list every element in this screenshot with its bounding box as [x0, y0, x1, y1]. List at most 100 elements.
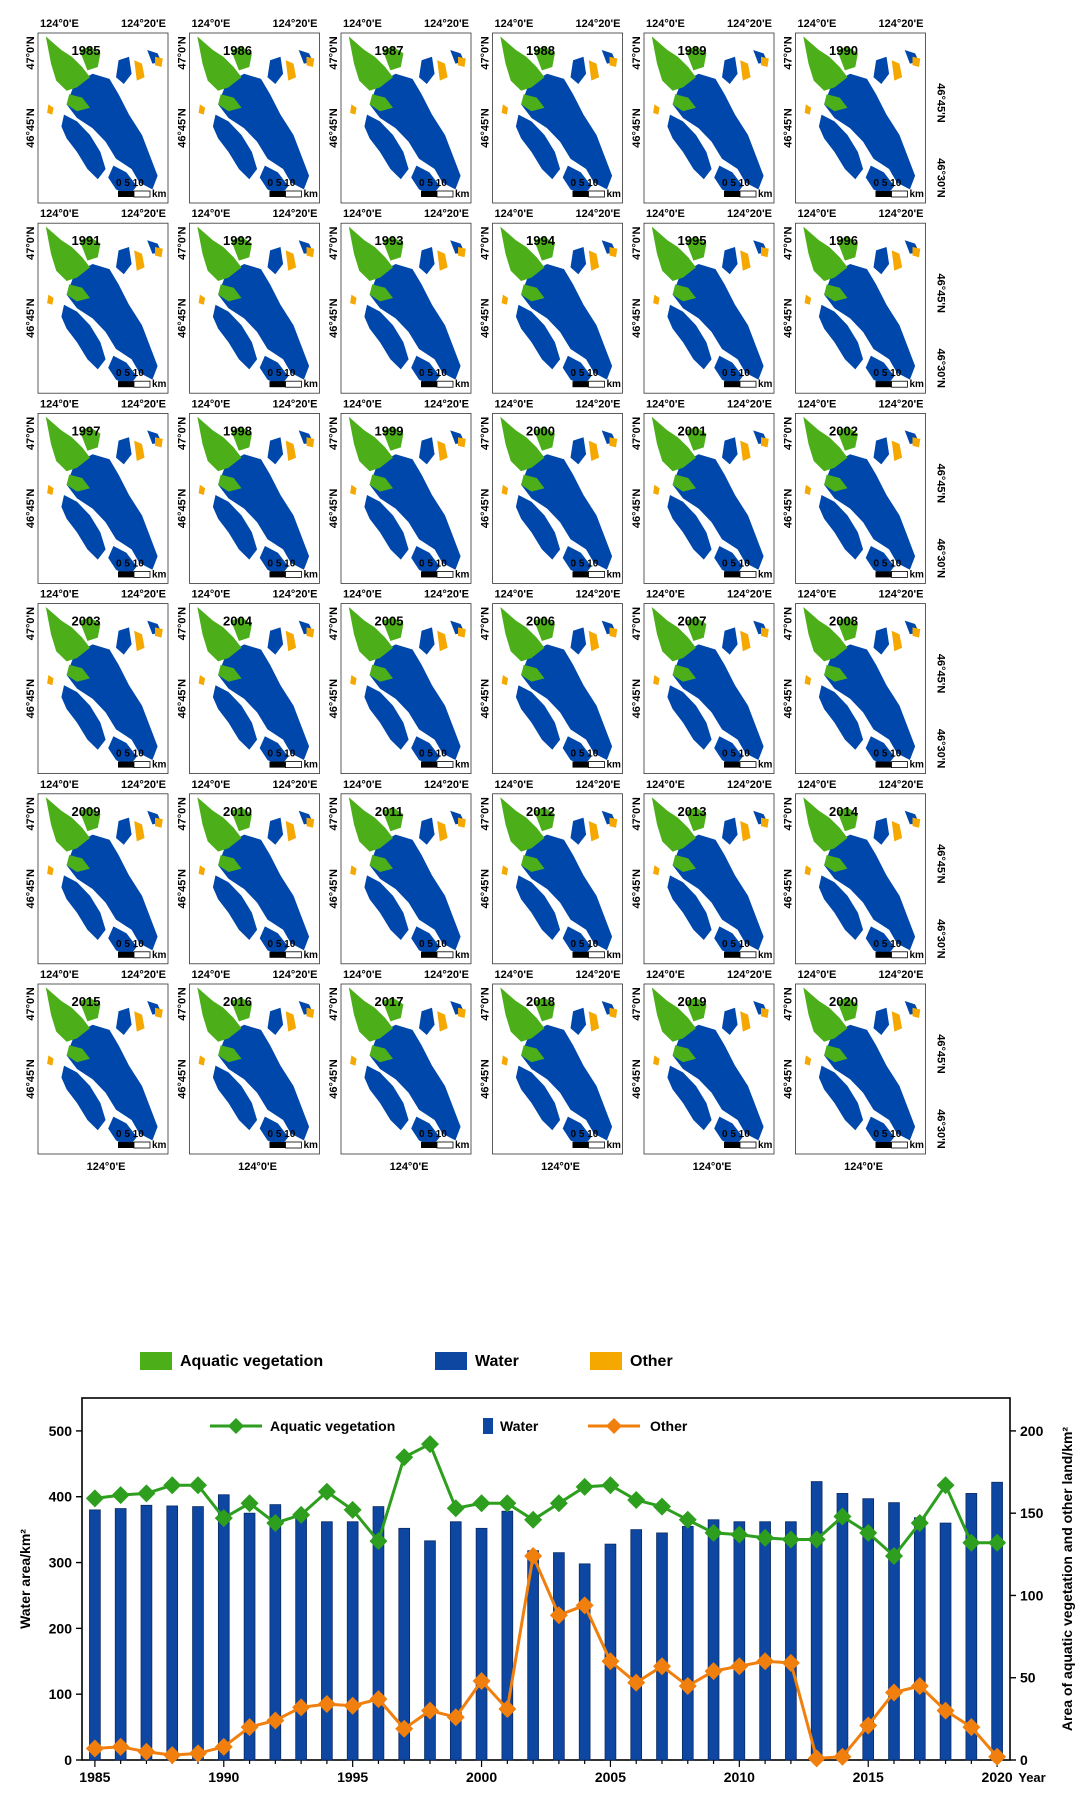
other-region — [761, 627, 769, 638]
map-year-label: 1991 — [72, 233, 101, 248]
scale-bar — [891, 761, 908, 768]
aquatic-vegetation-marker-1992 — [266, 1514, 285, 1533]
map-panel-2018: 2018 0 5 10 km 124°0'E 124°20'E 47°0'N 46°45'N… — [480, 969, 623, 1173]
scale-bar — [285, 951, 302, 959]
water-region — [562, 1116, 592, 1148]
water-region — [667, 495, 712, 560]
lat-label-top: 47°0'N — [25, 797, 37, 830]
water-region — [108, 165, 137, 197]
lat-label-mid: 46°45'N — [25, 298, 37, 337]
water-region — [108, 355, 137, 387]
water-region — [515, 1065, 561, 1131]
scale-bar-unit: km — [910, 189, 925, 200]
lon-label-right: 124°20'E — [879, 589, 924, 601]
other-marker-2012 — [781, 1653, 800, 1672]
vegetation-region — [824, 474, 848, 492]
vegetation-region — [45, 987, 90, 1042]
other-region — [609, 1007, 618, 1018]
lat-label-top: 47°0'N — [177, 987, 189, 1020]
vegetation-region — [382, 997, 404, 1022]
lon-label-right: 124°20'E — [576, 398, 621, 410]
aquatic-vegetation-marker-2008 — [678, 1510, 697, 1529]
water-region — [267, 817, 284, 845]
lon-label-right: 124°20'E — [727, 18, 772, 30]
water-region — [714, 926, 743, 957]
water-region — [714, 355, 743, 387]
other-region — [653, 484, 660, 495]
vegetation-region — [803, 36, 848, 91]
lat-label-mid: 46°45'N — [783, 1059, 795, 1098]
water-region — [667, 114, 712, 180]
water-bar-2004 — [578, 1563, 591, 1761]
lon-label-right: 124°20'E — [879, 208, 924, 220]
other-region — [588, 630, 600, 652]
scale-bar — [588, 571, 605, 578]
other-marker-1993 — [292, 1698, 311, 1717]
water-region — [873, 1007, 890, 1035]
water-bar-2009 — [707, 1519, 720, 1761]
legend-label-water: Water — [475, 1353, 519, 1370]
map-year-label: 2018 — [526, 994, 555, 1009]
water-region — [672, 1024, 764, 1141]
other-region — [609, 437, 618, 448]
water-bar-1996 — [372, 1506, 385, 1761]
lon-label-left: 124°0'E — [646, 779, 685, 791]
scale-bar-label: 0 5 10 — [116, 939, 144, 950]
scale-bar — [588, 1141, 605, 1149]
water-region — [667, 1065, 712, 1131]
other-region — [609, 247, 618, 258]
vegetation-region — [534, 46, 555, 71]
vegetation-region — [500, 36, 545, 91]
map-year-label: 2016 — [223, 994, 252, 1009]
other-marker-2000 — [472, 1672, 491, 1691]
water-region — [824, 264, 916, 380]
vegetation-region — [837, 807, 858, 832]
vegetation-region — [218, 855, 242, 872]
scale-bar — [739, 571, 757, 578]
water-region — [419, 627, 435, 655]
water-bar-1999 — [449, 1521, 462, 1761]
scale-bar — [739, 951, 757, 959]
map-year-label: 1992 — [223, 233, 252, 248]
scale-bar-label: 0 5 10 — [268, 558, 296, 569]
other-region — [588, 440, 600, 461]
other-region — [653, 675, 660, 686]
lon-label-left: 124°0'E — [495, 18, 534, 30]
other-region — [891, 440, 903, 461]
scale-bar-unit: km — [758, 760, 773, 771]
scale-bar — [133, 761, 151, 768]
map-year-label: 2014 — [829, 804, 859, 819]
lat-label-top: 47°0'N — [631, 987, 643, 1020]
scale-bar — [118, 571, 134, 578]
lat-label-top: 47°0'N — [631, 607, 643, 640]
map-year-label: 2009 — [72, 804, 101, 819]
other-region — [134, 440, 145, 461]
scale-bar-label: 0 5 10 — [571, 178, 599, 189]
legend-label-aquatic-vegetation: Aquatic vegetation — [180, 1353, 323, 1370]
vegetation-region — [218, 94, 242, 112]
other-region — [891, 250, 903, 271]
other-region — [198, 1055, 206, 1066]
vegetation-region — [231, 236, 252, 261]
aquatic-vegetation-marker-2017 — [910, 1514, 929, 1533]
lon-label-left: 124°0'E — [192, 779, 231, 791]
water-region — [411, 546, 440, 577]
vegetation-region — [521, 855, 545, 872]
lat-label-right-bottom: 46°30'N — [935, 729, 947, 768]
aquatic-vegetation-marker-1996 — [369, 1532, 388, 1551]
water-region — [672, 264, 764, 380]
scale-bar-unit: km — [304, 379, 319, 390]
map-panel-2001: 2001 0 5 10 km 124°0'E 124°20'E 47°0'N 46°45'N — [631, 398, 775, 584]
map-year-label: 1995 — [678, 233, 707, 248]
other-marker-1987 — [137, 1742, 156, 1761]
map-year-label: 1993 — [375, 233, 404, 248]
aquatic-vegetation-marker-2007 — [653, 1497, 671, 1516]
other-region — [761, 56, 769, 67]
water-region — [570, 247, 587, 275]
water-region — [364, 495, 409, 560]
map-panel-2010: 2010 0 5 10 km 124°0'E 124°20'E 47°0'N 46°45'N — [177, 779, 320, 965]
other-region — [306, 247, 315, 258]
map-panel-2008: 2008 0 5 10 km 124°0'E 124°20'E 47°0'N 46°45'N… — [783, 589, 947, 774]
other-region — [588, 250, 600, 271]
scale-bar-unit: km — [758, 189, 773, 200]
